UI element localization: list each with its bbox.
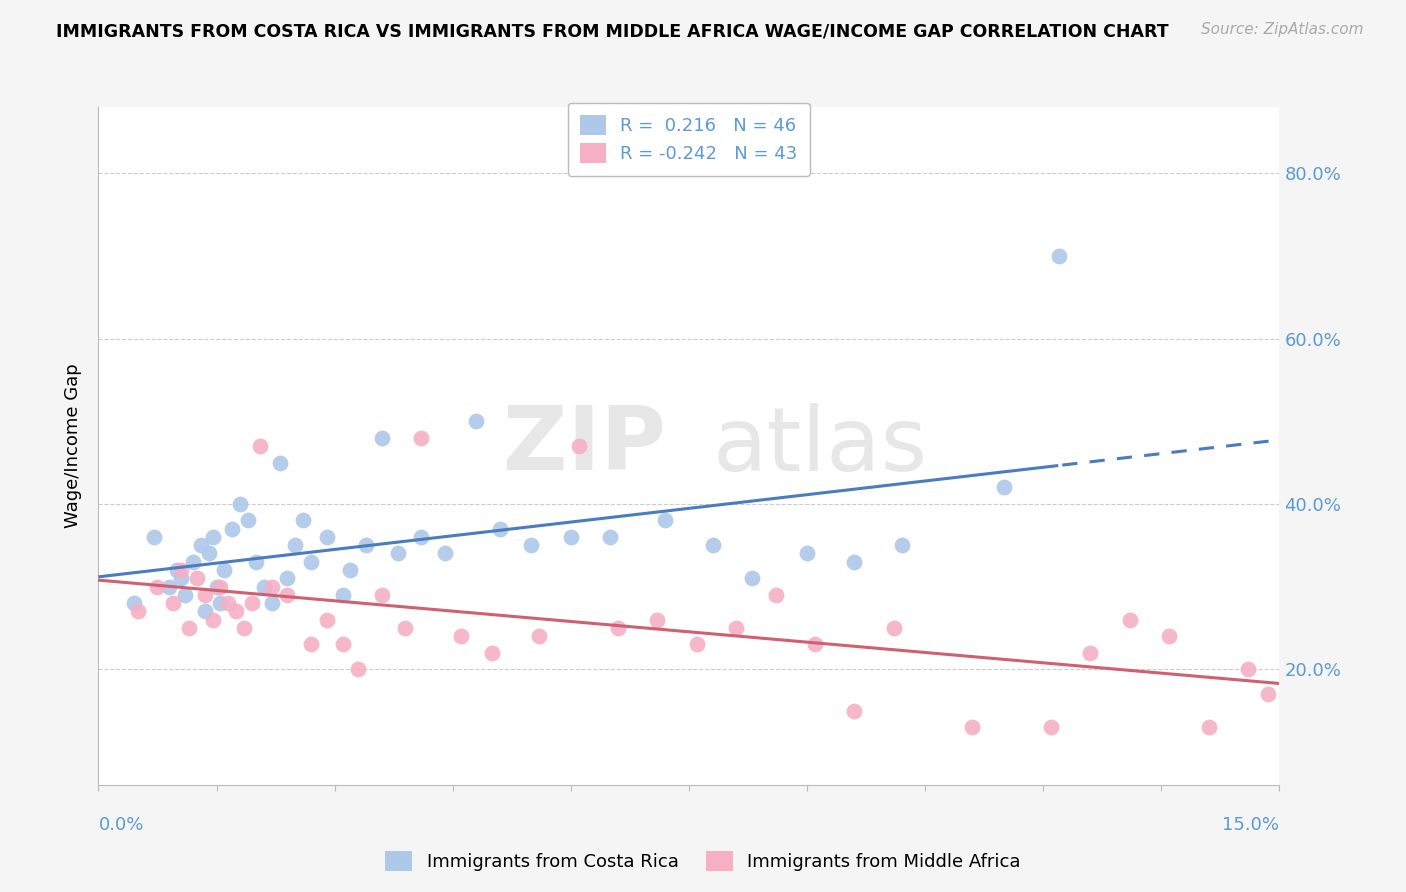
Point: [529, 629, 551, 643]
Point: [1237, 662, 1260, 676]
Point: [194, 604, 217, 618]
Point: [796, 546, 818, 560]
Point: [354, 538, 377, 552]
Point: [284, 538, 307, 552]
Text: atlas: atlas: [713, 402, 928, 490]
Point: [332, 588, 354, 602]
Point: [883, 621, 905, 635]
Point: [236, 513, 259, 527]
Point: [127, 604, 149, 618]
Point: [1047, 249, 1070, 263]
Point: [162, 596, 184, 610]
Point: [962, 720, 984, 734]
Point: [299, 637, 322, 651]
Point: [245, 555, 267, 569]
Legend: Immigrants from Costa Rica, Immigrants from Middle Africa: Immigrants from Costa Rica, Immigrants f…: [378, 844, 1028, 879]
Point: [465, 414, 488, 428]
Point: [765, 588, 787, 602]
Point: [201, 613, 224, 627]
Point: [347, 662, 370, 676]
Point: [201, 530, 224, 544]
Point: [607, 621, 630, 635]
Point: [186, 571, 208, 585]
Point: [332, 637, 354, 651]
Text: IMMIGRANTS FROM COSTA RICA VS IMMIGRANTS FROM MIDDLE AFRICA WAGE/INCOME GAP CORR: IMMIGRANTS FROM COSTA RICA VS IMMIGRANTS…: [56, 22, 1168, 40]
Y-axis label: Wage/Income Gap: Wage/Income Gap: [65, 364, 83, 528]
Point: [844, 704, 866, 718]
Point: [1257, 687, 1279, 701]
Point: [197, 546, 219, 560]
Point: [804, 637, 827, 651]
Point: [481, 646, 503, 660]
Point: [190, 538, 212, 552]
Point: [221, 522, 243, 536]
Point: [177, 621, 200, 635]
Point: [122, 596, 145, 610]
Point: [686, 637, 709, 651]
Point: [194, 588, 217, 602]
Point: [450, 629, 472, 643]
Point: [1119, 613, 1142, 627]
Point: [1040, 720, 1063, 734]
Point: [146, 580, 169, 594]
Point: [315, 530, 337, 544]
Point: [260, 596, 283, 610]
Text: ZIP: ZIP: [502, 402, 665, 490]
Point: [394, 621, 416, 635]
Point: [205, 580, 228, 594]
Point: [890, 538, 912, 552]
Point: [157, 580, 180, 594]
Point: [993, 480, 1015, 494]
Text: 0.0%: 0.0%: [98, 816, 143, 834]
Point: [520, 538, 543, 552]
Point: [411, 431, 433, 445]
Point: [315, 613, 337, 627]
Point: [170, 563, 193, 577]
Text: 15.0%: 15.0%: [1222, 816, 1279, 834]
Point: [844, 555, 866, 569]
Point: [433, 546, 456, 560]
Point: [292, 513, 315, 527]
Point: [214, 563, 236, 577]
Point: [181, 555, 204, 569]
Point: [560, 530, 582, 544]
Point: [702, 538, 724, 552]
Point: [387, 546, 409, 560]
Point: [240, 596, 263, 610]
Point: [339, 563, 361, 577]
Point: [260, 580, 283, 594]
Point: [276, 571, 298, 585]
Point: [371, 431, 394, 445]
Point: [741, 571, 763, 585]
Point: [371, 588, 394, 602]
Point: [217, 596, 239, 610]
Legend: R =  0.216   N = 46, R = -0.242   N = 43: R = 0.216 N = 46, R = -0.242 N = 43: [568, 103, 810, 176]
Point: [269, 456, 291, 470]
Point: [170, 571, 193, 585]
Point: [725, 621, 748, 635]
Point: [489, 522, 512, 536]
Point: [654, 513, 676, 527]
Point: [1198, 720, 1220, 734]
Point: [1080, 646, 1102, 660]
Point: [225, 604, 247, 618]
Point: [299, 555, 322, 569]
Point: [276, 588, 298, 602]
Point: [411, 530, 433, 544]
Point: [233, 621, 256, 635]
Point: [142, 530, 165, 544]
Point: [229, 497, 252, 511]
Point: [209, 596, 232, 610]
Point: [253, 580, 276, 594]
Text: Source: ZipAtlas.com: Source: ZipAtlas.com: [1201, 22, 1364, 37]
Point: [209, 580, 232, 594]
Point: [1159, 629, 1181, 643]
Point: [599, 530, 621, 544]
Point: [174, 588, 197, 602]
Point: [568, 439, 591, 453]
Point: [647, 613, 669, 627]
Point: [166, 563, 188, 577]
Point: [249, 439, 271, 453]
